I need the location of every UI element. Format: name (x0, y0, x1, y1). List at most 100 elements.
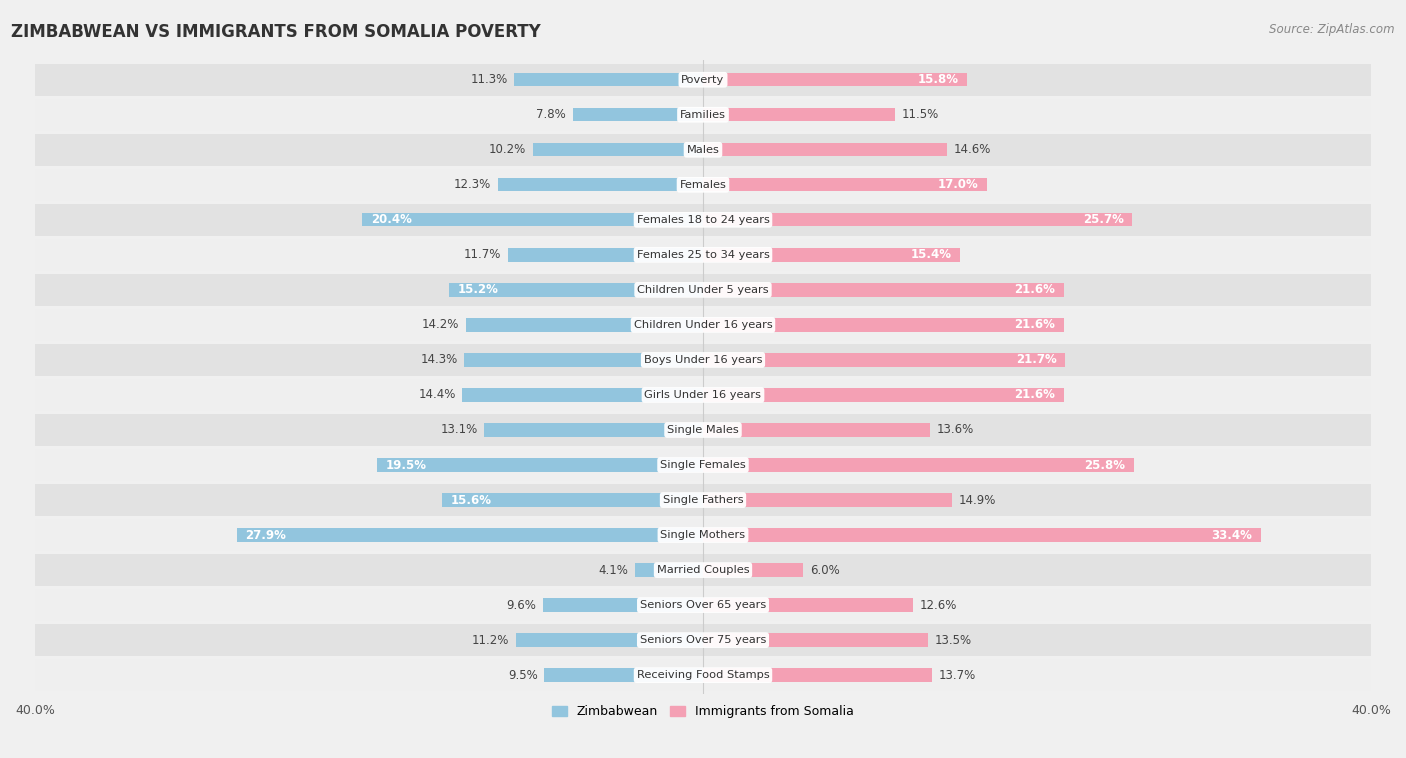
Text: 33.4%: 33.4% (1212, 528, 1253, 541)
Text: 13.6%: 13.6% (936, 424, 974, 437)
Bar (543, 599, 703, 612)
Bar (377, 459, 703, 471)
Bar (35, 169, 1371, 201)
Text: Married Couples: Married Couples (657, 565, 749, 575)
Bar (703, 423, 931, 437)
Text: 14.4%: 14.4% (419, 388, 456, 402)
Text: Seniors Over 75 years: Seniors Over 75 years (640, 635, 766, 645)
Bar (703, 563, 803, 577)
Text: 15.2%: 15.2% (457, 283, 498, 296)
Bar (515, 73, 703, 86)
Bar (35, 204, 1371, 236)
Text: Boys Under 16 years: Boys Under 16 years (644, 355, 762, 365)
Text: 9.5%: 9.5% (508, 669, 537, 681)
Text: Girls Under 16 years: Girls Under 16 years (644, 390, 762, 400)
Bar (35, 309, 1371, 341)
Bar (484, 423, 703, 437)
Text: Females 25 to 34 years: Females 25 to 34 years (637, 250, 769, 260)
Text: Receiving Food Stamps: Receiving Food Stamps (637, 670, 769, 680)
Text: 21.6%: 21.6% (1015, 388, 1056, 402)
Text: Single Males: Single Males (666, 425, 740, 435)
Text: 14.9%: 14.9% (959, 493, 995, 506)
Text: 19.5%: 19.5% (385, 459, 426, 471)
Bar (572, 108, 703, 121)
Bar (544, 669, 703, 681)
Bar (464, 353, 703, 367)
Text: 21.6%: 21.6% (1015, 283, 1056, 296)
Bar (35, 344, 1371, 376)
Text: 11.3%: 11.3% (471, 74, 508, 86)
Legend: Zimbabwean, Immigrants from Somalia: Zimbabwean, Immigrants from Somalia (547, 700, 859, 723)
Bar (703, 73, 967, 86)
Text: 6.0%: 6.0% (810, 564, 839, 577)
Text: 15.4%: 15.4% (911, 249, 952, 262)
Bar (703, 493, 952, 506)
Bar (35, 449, 1371, 481)
Text: 15.6%: 15.6% (451, 493, 492, 506)
Text: 13.5%: 13.5% (935, 634, 973, 647)
Bar (703, 178, 987, 192)
Bar (516, 634, 703, 647)
Text: Females 18 to 24 years: Females 18 to 24 years (637, 215, 769, 225)
Text: Females: Females (679, 180, 727, 190)
Bar (498, 178, 703, 192)
Text: 13.1%: 13.1% (440, 424, 478, 437)
Bar (35, 414, 1371, 446)
Text: Seniors Over 65 years: Seniors Over 65 years (640, 600, 766, 610)
Text: Males: Males (686, 145, 720, 155)
Bar (634, 563, 703, 577)
Bar (508, 248, 703, 262)
Bar (703, 599, 914, 612)
Text: 20.4%: 20.4% (371, 213, 412, 227)
Bar (465, 318, 703, 331)
Text: 25.8%: 25.8% (1084, 459, 1126, 471)
Text: 15.8%: 15.8% (918, 74, 959, 86)
Text: 12.3%: 12.3% (454, 178, 491, 191)
Bar (35, 519, 1371, 551)
Bar (449, 283, 703, 296)
Text: 11.7%: 11.7% (464, 249, 501, 262)
Bar (703, 318, 1064, 331)
Text: Single Females: Single Females (661, 460, 745, 470)
Bar (703, 528, 1261, 542)
Bar (703, 108, 896, 121)
Text: 17.0%: 17.0% (938, 178, 979, 191)
Text: 11.5%: 11.5% (901, 108, 939, 121)
Bar (703, 388, 1064, 402)
Bar (703, 459, 1133, 471)
Text: 7.8%: 7.8% (536, 108, 567, 121)
Text: 21.6%: 21.6% (1015, 318, 1056, 331)
Bar (35, 379, 1371, 411)
Text: 9.6%: 9.6% (506, 599, 536, 612)
Text: 13.7%: 13.7% (938, 669, 976, 681)
Text: 14.2%: 14.2% (422, 318, 460, 331)
Bar (35, 99, 1371, 131)
Bar (703, 353, 1066, 367)
Bar (443, 493, 703, 506)
Text: Source: ZipAtlas.com: Source: ZipAtlas.com (1270, 23, 1395, 36)
Text: 21.7%: 21.7% (1017, 353, 1057, 366)
Bar (703, 248, 960, 262)
Bar (703, 669, 932, 681)
Bar (363, 213, 703, 227)
Text: 27.9%: 27.9% (246, 528, 287, 541)
Text: 12.6%: 12.6% (920, 599, 957, 612)
Bar (35, 589, 1371, 622)
Text: 14.6%: 14.6% (953, 143, 991, 156)
Bar (703, 283, 1064, 296)
Text: ZIMBABWEAN VS IMMIGRANTS FROM SOMALIA POVERTY: ZIMBABWEAN VS IMMIGRANTS FROM SOMALIA PO… (11, 23, 541, 41)
Bar (703, 213, 1132, 227)
Text: Single Mothers: Single Mothers (661, 530, 745, 540)
Text: 4.1%: 4.1% (598, 564, 628, 577)
Bar (35, 554, 1371, 586)
Bar (35, 274, 1371, 306)
Text: Poverty: Poverty (682, 75, 724, 85)
Text: 14.3%: 14.3% (420, 353, 457, 366)
Bar (238, 528, 703, 542)
Bar (35, 239, 1371, 271)
Bar (35, 659, 1371, 691)
Bar (703, 143, 946, 156)
Text: Families: Families (681, 110, 725, 120)
Bar (35, 133, 1371, 166)
Bar (703, 634, 928, 647)
